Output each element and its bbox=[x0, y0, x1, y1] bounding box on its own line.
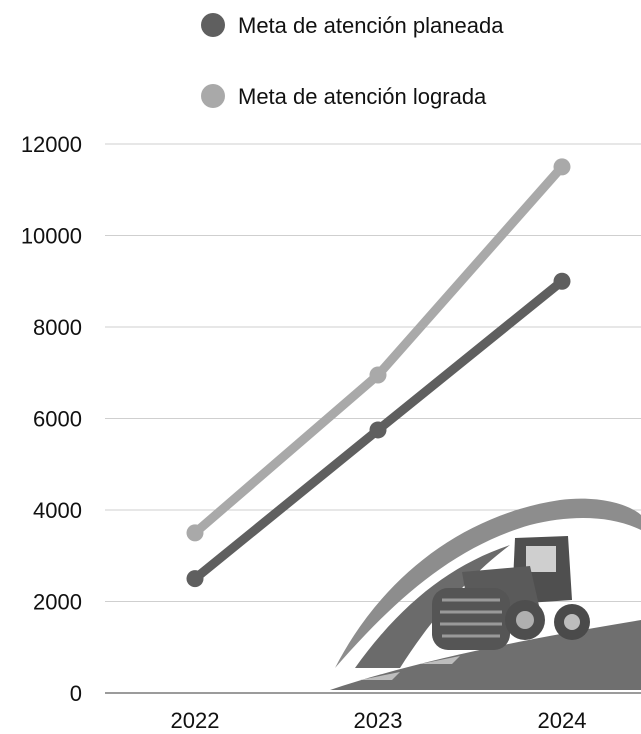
gridlines bbox=[105, 143, 641, 694]
x-axis-tick-labels: 2022 2023 2024 bbox=[171, 708, 587, 733]
series-layer bbox=[186, 158, 571, 588]
y-tick-label: 4000 bbox=[33, 498, 82, 523]
logo-cab-window bbox=[526, 546, 556, 572]
y-tick-label: 6000 bbox=[33, 407, 82, 432]
data-point-planeada-2022 bbox=[186, 570, 204, 588]
y-tick-label: 10000 bbox=[21, 224, 82, 249]
logo-mid-wheel-hub bbox=[516, 611, 534, 629]
x-tick-label: 2022 bbox=[171, 708, 220, 733]
x-tick-label: 2023 bbox=[354, 708, 403, 733]
legend-marker-planeada bbox=[201, 13, 225, 37]
logo-swoosh-outer bbox=[335, 498, 641, 668]
logo-front-drum bbox=[432, 588, 510, 650]
legend-item-lograda: Meta de atención lograda bbox=[201, 84, 487, 109]
legend-label-planeada: Meta de atención planeada bbox=[238, 13, 504, 38]
y-tick-label: 12000 bbox=[21, 132, 82, 157]
series-line-lograda bbox=[190, 162, 567, 538]
logo-rear-wheel-hub bbox=[564, 614, 580, 630]
legend: Meta de atención planeada Meta de atenci… bbox=[201, 13, 504, 109]
data-point-lograda-2024 bbox=[553, 158, 571, 176]
legend-item-planeada: Meta de atención planeada bbox=[201, 13, 504, 38]
road-roller-logo bbox=[330, 498, 641, 690]
data-point-lograda-2022 bbox=[186, 524, 204, 542]
logo-road-stripe-1 bbox=[360, 672, 400, 680]
data-point-lograda-2023 bbox=[369, 366, 387, 384]
y-tick-label: 0 bbox=[70, 681, 82, 706]
data-point-planeada-2024 bbox=[553, 272, 571, 290]
legend-marker-lograda bbox=[201, 84, 225, 108]
legend-label-lograda: Meta de atención lograda bbox=[238, 84, 487, 109]
y-tick-label: 8000 bbox=[33, 315, 82, 340]
logo-drum-lines bbox=[440, 598, 502, 638]
y-axis-tick-labels: 0 2000 4000 6000 8000 10000 12000 bbox=[21, 132, 82, 706]
data-point-planeada-2023 bbox=[369, 421, 387, 439]
x-tick-label: 2024 bbox=[538, 708, 587, 733]
y-tick-label: 2000 bbox=[33, 590, 82, 615]
logo-road-stripe-2 bbox=[420, 656, 460, 664]
